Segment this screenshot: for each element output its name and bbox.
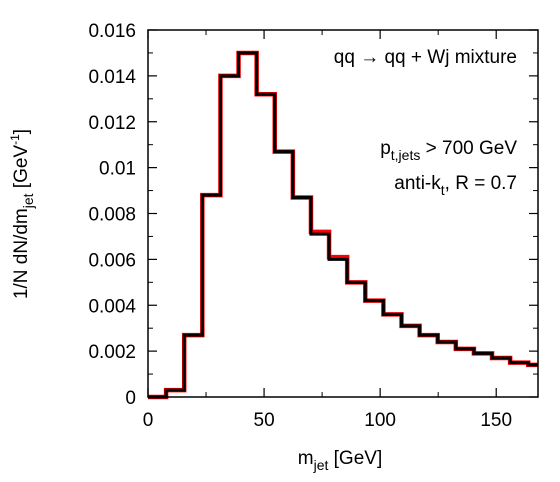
axis-ticks: 0 0.002 0.004 0.006 0.008 0.01 0.012 0.014 0.016… bbox=[88, 21, 538, 431]
series-black bbox=[148, 51, 538, 399]
x-tick-label: 100 bbox=[364, 410, 396, 431]
series-line-red bbox=[148, 50, 538, 400]
y-tick-label: 0.016 bbox=[88, 21, 136, 42]
y-tick-label: 0.002 bbox=[88, 342, 136, 363]
annotation-algo-rest: , R = 0.7 bbox=[445, 173, 517, 194]
x-axis-label: mjet [GeV] bbox=[298, 448, 382, 473]
y-tick-label: 0.01 bbox=[99, 159, 136, 180]
x-tick-label: 50 bbox=[254, 410, 275, 431]
annotation-cut-main: p bbox=[380, 138, 391, 159]
y-axis-label-sub: jet bbox=[20, 193, 36, 209]
annotation-cut-rest: > 700 GeV bbox=[420, 138, 517, 159]
x-axis-label-sub: jet bbox=[313, 457, 329, 473]
x-tick-label: 150 bbox=[480, 410, 512, 431]
y-axis-label-unit-close: ] bbox=[11, 129, 32, 134]
annotation-algo-sub: t bbox=[441, 182, 445, 198]
series-red bbox=[148, 50, 538, 400]
x-tick-label: 0 bbox=[143, 410, 154, 431]
annotation-algo-main: anti-k bbox=[394, 173, 441, 194]
y-tick-label: 0.006 bbox=[88, 250, 136, 271]
annotation-cut: pt,jets > 700 GeV bbox=[380, 138, 517, 163]
x-axis-label-main: m bbox=[298, 448, 314, 469]
x-axis-label-unit: [GeV] bbox=[328, 448, 382, 469]
annotation-process: qq → qq + Wj mixture bbox=[334, 47, 517, 68]
y-tick-label: 0 bbox=[125, 388, 136, 409]
y-axis-label-unit-open: [GeV bbox=[11, 145, 32, 194]
y-tick-label: 0.004 bbox=[88, 296, 136, 317]
y-axis-label-prefix: 1/N dN/dm bbox=[11, 208, 32, 299]
annotation-cut-sub: t,jets bbox=[391, 147, 421, 163]
annotation-algo: anti-kt, R = 0.7 bbox=[394, 173, 517, 198]
y-axis-label: 1/N dN/dmjet [GeV-1] bbox=[8, 129, 36, 299]
y-tick-label: 0.014 bbox=[88, 67, 136, 88]
y-tick-label: 0.012 bbox=[88, 113, 136, 134]
y-axis-label-unit-sup: -1 bbox=[8, 134, 22, 145]
plot-frame bbox=[147, 29, 539, 398]
y-tick-label: 0.008 bbox=[88, 205, 136, 226]
series-line-black bbox=[148, 51, 538, 399]
